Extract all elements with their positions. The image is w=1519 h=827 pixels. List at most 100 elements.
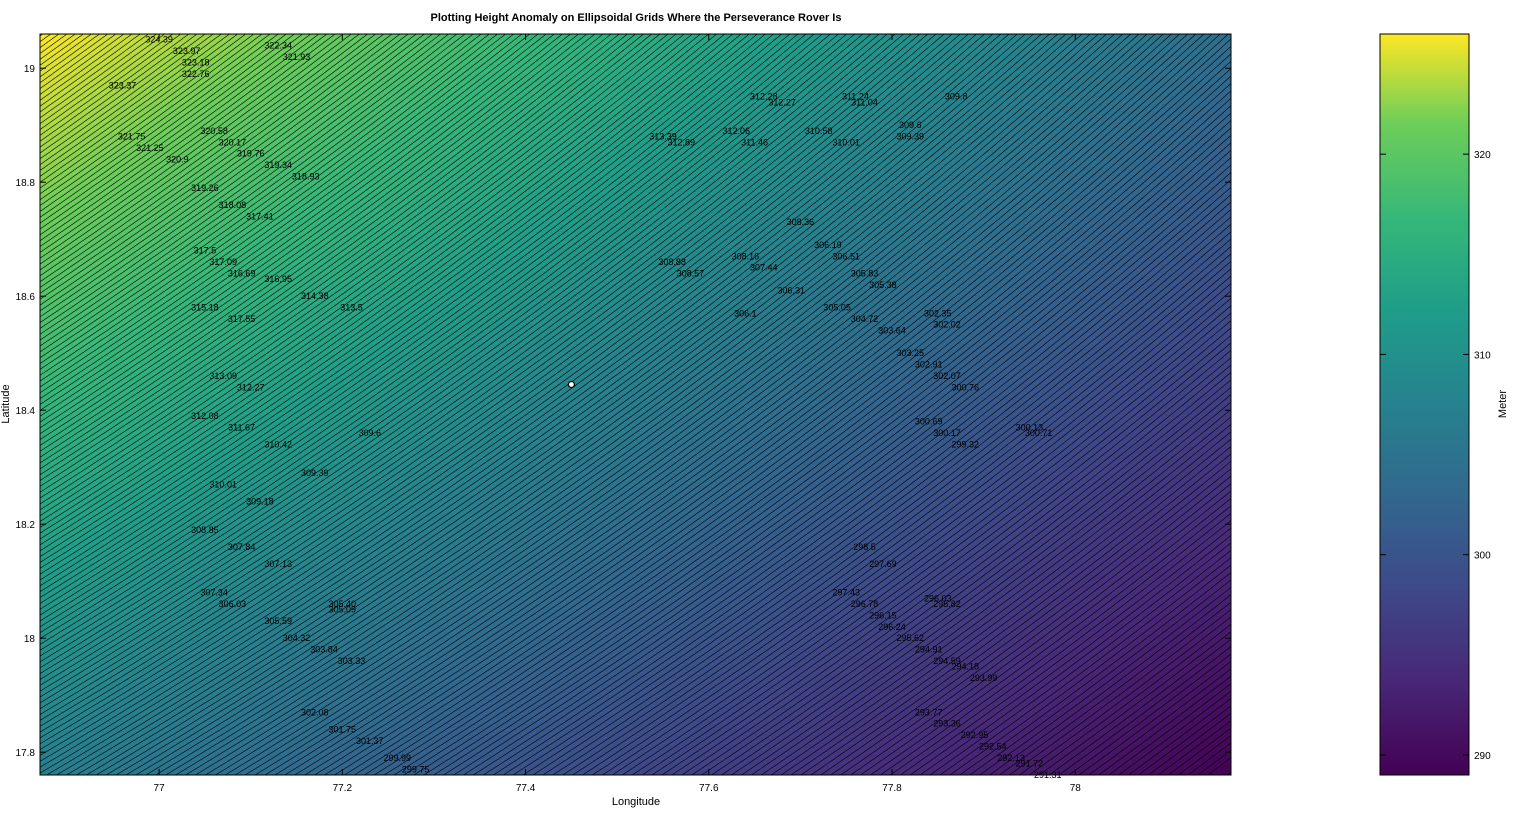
field-cell [317, 64, 329, 75]
field-cell [49, 194, 61, 205]
field-cell [387, 254, 398, 265]
field-cell [665, 324, 676, 335]
field-cell [814, 114, 825, 125]
field-cell [963, 74, 974, 85]
field-cell [943, 44, 954, 55]
field-cell [69, 34, 81, 45]
field-cell [198, 34, 210, 45]
field-cell [824, 184, 835, 195]
field-cell [169, 44, 180, 55]
field-cell [268, 284, 279, 295]
field-cell [645, 254, 656, 265]
field-cell [506, 174, 518, 185]
field-cell [1181, 284, 1192, 295]
field-cell [903, 34, 915, 45]
field-cell [943, 94, 954, 105]
field-cell [208, 44, 220, 55]
field-cell [843, 424, 855, 436]
field-cell [834, 54, 845, 65]
field-cell [367, 34, 379, 45]
field-cell [377, 144, 388, 155]
field-cell [437, 384, 448, 396]
field-cell [337, 124, 349, 135]
field-cell [804, 104, 815, 115]
field-cell [605, 164, 617, 175]
field-cell [159, 174, 170, 185]
field-cell [496, 344, 508, 356]
field-cell [49, 54, 61, 65]
field-cell [566, 364, 577, 376]
field-cell [734, 144, 746, 155]
field-cell [883, 114, 895, 125]
field-cell [695, 144, 706, 155]
field-cell [516, 64, 527, 75]
field-cell [1082, 294, 1093, 305]
field-cell [387, 144, 398, 155]
field-cell [804, 204, 815, 215]
field-cell [79, 364, 91, 376]
field-cell [933, 244, 944, 255]
field-cell [258, 194, 269, 205]
field-cell [595, 324, 607, 335]
field-cell [397, 184, 408, 195]
field-cell [387, 204, 398, 215]
field-cell [774, 134, 785, 145]
field-cell [427, 84, 438, 95]
field-cell [595, 424, 607, 436]
field-cell [1221, 84, 1231, 95]
field-cell [843, 64, 855, 75]
field-cell [873, 244, 885, 255]
field-cell [526, 144, 537, 155]
field-cell [645, 244, 656, 255]
field-cell [536, 114, 547, 125]
field-cell [972, 64, 984, 75]
field-cell [982, 34, 994, 45]
field-cell [843, 184, 855, 195]
field-cell [953, 34, 964, 45]
field-cell [546, 254, 557, 265]
field-cell [834, 104, 845, 115]
field-cell [1052, 104, 1063, 115]
field-cell [149, 164, 160, 175]
field-cell [1161, 154, 1173, 165]
field-cell [893, 54, 905, 65]
field-cell [625, 54, 637, 65]
field-cell [1211, 284, 1222, 295]
field-cell [933, 144, 944, 155]
field-cell [695, 104, 706, 115]
field-cell [357, 214, 369, 225]
field-cell [258, 104, 269, 115]
field-cell [387, 194, 398, 205]
field-cell [337, 284, 349, 295]
field-cell [903, 164, 915, 175]
field-cell [873, 114, 885, 125]
field-cell [208, 104, 220, 115]
field-cell [536, 364, 547, 376]
field-cell [853, 44, 865, 55]
field-cell [466, 184, 478, 195]
field-cell [298, 124, 309, 135]
field-cell [486, 94, 498, 105]
field-cell [1092, 434, 1103, 446]
field-cell [99, 154, 111, 165]
field-cell [169, 154, 180, 165]
field-cell [824, 204, 835, 215]
field-cell [645, 184, 656, 195]
field-cell [784, 84, 795, 95]
field-cell [1062, 254, 1073, 265]
field-cell [288, 84, 299, 95]
field-cell [337, 154, 349, 165]
field-cell [943, 284, 954, 295]
field-cell [804, 254, 815, 265]
field-cell [49, 164, 61, 175]
field-cell [814, 284, 825, 295]
field-cell [298, 264, 309, 275]
field-cell [427, 44, 438, 55]
field-cell [476, 64, 488, 75]
field-cell [1131, 264, 1143, 275]
field-cell [1191, 254, 1202, 265]
field-cell [119, 374, 130, 386]
field-cell [595, 434, 607, 446]
field-cell [288, 424, 299, 436]
field-cell [575, 184, 587, 195]
